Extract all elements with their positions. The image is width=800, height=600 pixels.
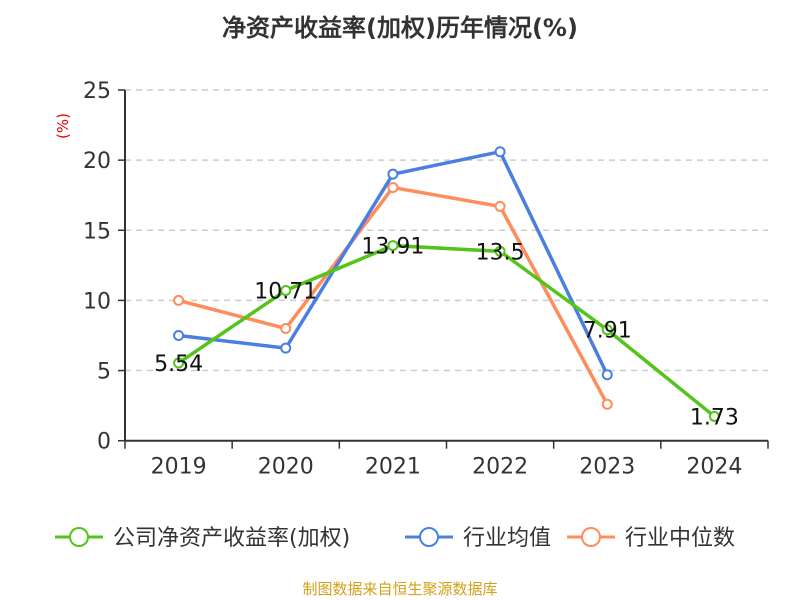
data-point (173, 329, 185, 341)
legend-label: 行业均值 (463, 526, 551, 551)
data-point (387, 181, 399, 193)
data-point (280, 342, 292, 354)
series-line (178, 185, 609, 406)
data-label: 10.71 (254, 279, 317, 304)
data-point (280, 284, 292, 296)
data-point (494, 200, 506, 212)
y-axis-label: (%) (54, 113, 72, 139)
y-tick-label: 20 (83, 149, 111, 174)
legend-marker-icon (581, 527, 601, 547)
data-point (494, 245, 506, 257)
legend-marker-icon (419, 527, 439, 547)
x-tick-label: 2022 (472, 455, 528, 480)
data-point (708, 410, 720, 422)
chart-title: 净资产收益率(加权)历年情况(%) (222, 14, 578, 42)
data-point (387, 168, 399, 180)
x-tick-label: 2020 (258, 455, 314, 480)
legend-label: 行业中位数 (625, 526, 735, 551)
data-point (173, 294, 185, 306)
data-label: 1.73 (690, 405, 739, 430)
data-point (387, 240, 399, 252)
x-tick-label: 2019 (151, 455, 207, 480)
data-point (601, 369, 613, 381)
series-line (177, 243, 716, 418)
data-label: 13.91 (361, 235, 424, 260)
data-point (173, 357, 185, 369)
data-point (280, 322, 292, 334)
legend-marker-icon (69, 527, 89, 547)
y-tick-label: 10 (83, 289, 111, 314)
y-tick-label: 25 (83, 79, 111, 104)
x-tick-label: 2024 (686, 455, 742, 480)
data-point (601, 398, 613, 410)
y-tick-label: 15 (83, 219, 111, 244)
data-label: 5.54 (154, 352, 203, 377)
source-note: 制图数据来自恒生聚源数据库 (302, 580, 498, 598)
y-tick-label: 5 (97, 360, 111, 385)
data-label: 7.91 (583, 319, 632, 344)
x-tick-label: 2021 (365, 455, 421, 480)
data-point (494, 146, 506, 158)
legend-label: 公司净资产收益率(加权) (113, 526, 350, 551)
x-tick-label: 2023 (579, 455, 635, 480)
data-label: 13.5 (476, 240, 525, 265)
y-tick-label: 0 (97, 430, 111, 455)
data-point (601, 324, 613, 336)
